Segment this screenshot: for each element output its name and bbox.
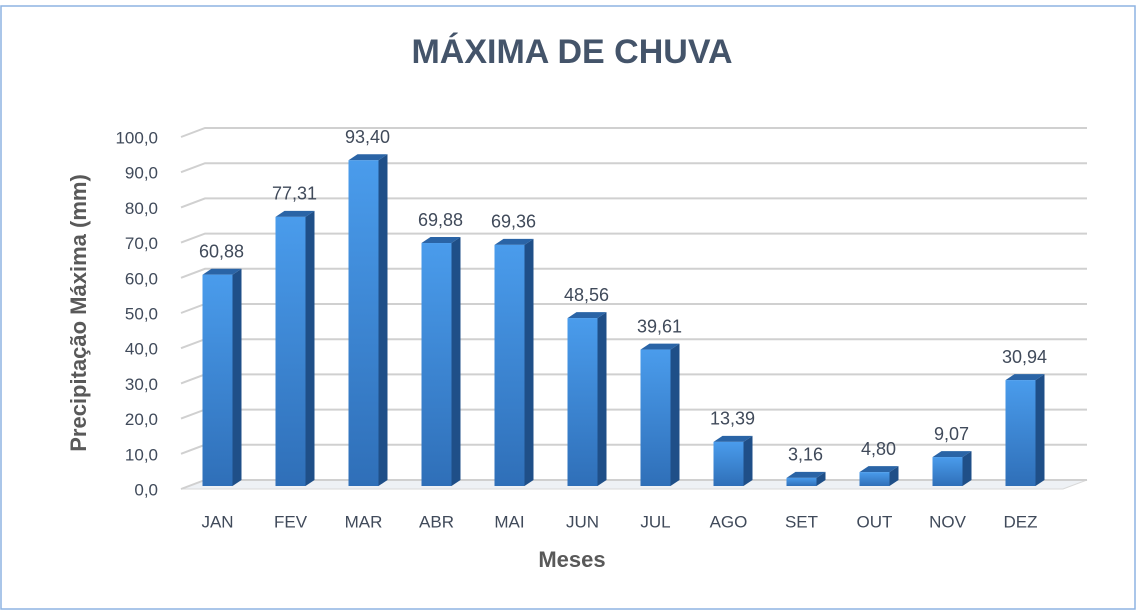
- x-tick-label: OUT: [857, 512, 893, 531]
- bar-top: [275, 210, 315, 217]
- data-label: 77,31: [272, 184, 317, 204]
- bar-top: [348, 154, 388, 161]
- y-tick-label: 40,0: [125, 340, 158, 359]
- bar: [421, 243, 452, 486]
- x-tick-label: FEV: [274, 512, 308, 531]
- bar-top: [421, 237, 461, 244]
- bar-side: [1035, 374, 1045, 486]
- grid-line: [180, 197, 1087, 209]
- bar-top: [202, 268, 242, 275]
- bar: [640, 349, 671, 486]
- data-label: 4,80: [861, 439, 896, 459]
- frame: [0, 5, 1136, 610]
- y-tick-label: 0,0: [134, 480, 158, 499]
- data-label: 48,56: [564, 285, 609, 305]
- bar: [494, 244, 525, 486]
- data-label: 30,94: [1002, 347, 1047, 367]
- y-tick-label: 60,0: [125, 269, 158, 288]
- y-tick-label: 20,0: [125, 410, 158, 429]
- y-tick-label: 70,0: [125, 234, 158, 253]
- bar-top: [786, 471, 826, 478]
- bar: [567, 318, 598, 486]
- bar: [275, 216, 306, 486]
- bar-side: [597, 312, 607, 486]
- bar-top: [1005, 374, 1045, 381]
- bar-side: [962, 451, 972, 486]
- bar-side: [524, 238, 534, 486]
- x-tick-label: AGO: [710, 512, 748, 531]
- bar-top: [713, 435, 753, 442]
- bar: [348, 160, 379, 486]
- data-label: 3,16: [788, 445, 823, 465]
- x-tick-label: JAN: [201, 512, 233, 531]
- x-axis-title: Meses: [538, 547, 605, 572]
- data-label: 9,07: [934, 424, 969, 444]
- bar-side: [816, 471, 826, 486]
- bar-top: [932, 451, 972, 458]
- grid-line: [180, 127, 1087, 138]
- data-label: 13,39: [710, 409, 755, 429]
- y-axis-title: Precipitação Máxima (mm): [66, 174, 91, 452]
- data-label: 69,88: [418, 210, 463, 230]
- bar-side: [670, 343, 680, 486]
- bar-side: [889, 466, 899, 486]
- bar-top: [640, 343, 680, 350]
- x-tick-label: JUL: [640, 512, 670, 531]
- bar-top: [567, 312, 607, 319]
- x-tick-label: ABR: [419, 512, 454, 531]
- data-label: 93,40: [345, 127, 390, 147]
- bar-top: [859, 466, 899, 473]
- x-tick-label: NOV: [929, 512, 967, 531]
- grid-line: [180, 162, 1087, 174]
- x-tick-label: MAI: [494, 512, 524, 531]
- grid-line: [180, 232, 1087, 244]
- bar: [859, 472, 890, 486]
- bar: [786, 477, 817, 486]
- bar-side: [232, 268, 242, 486]
- y-tick-label: 100,0: [115, 128, 158, 147]
- bar: [713, 441, 744, 486]
- y-tick-label: 30,0: [125, 375, 158, 394]
- bar-side: [378, 154, 388, 486]
- y-tick-label: 90,0: [125, 164, 158, 183]
- data-label: 60,88: [199, 241, 244, 261]
- x-tick-label: JUN: [566, 512, 599, 531]
- y-tick-label: 10,0: [125, 445, 158, 464]
- x-tick-label: SET: [785, 512, 818, 531]
- grid-line: [180, 267, 1087, 279]
- chart-title: MÁXIMA DE CHUVA: [411, 33, 732, 71]
- x-tick-label: DEZ: [1004, 512, 1038, 531]
- bar-side: [305, 210, 315, 486]
- bar: [1005, 380, 1036, 486]
- bar-side: [451, 237, 461, 486]
- y-tick-label: 80,0: [125, 199, 158, 218]
- bar: [202, 274, 233, 486]
- data-label: 69,36: [491, 212, 536, 232]
- bar-side: [743, 435, 753, 486]
- y-tick-label: 50,0: [125, 304, 158, 323]
- data-label: 39,61: [637, 316, 682, 336]
- bar: [932, 457, 963, 486]
- bar-top: [494, 238, 534, 245]
- x-tick-label: MAR: [345, 512, 383, 531]
